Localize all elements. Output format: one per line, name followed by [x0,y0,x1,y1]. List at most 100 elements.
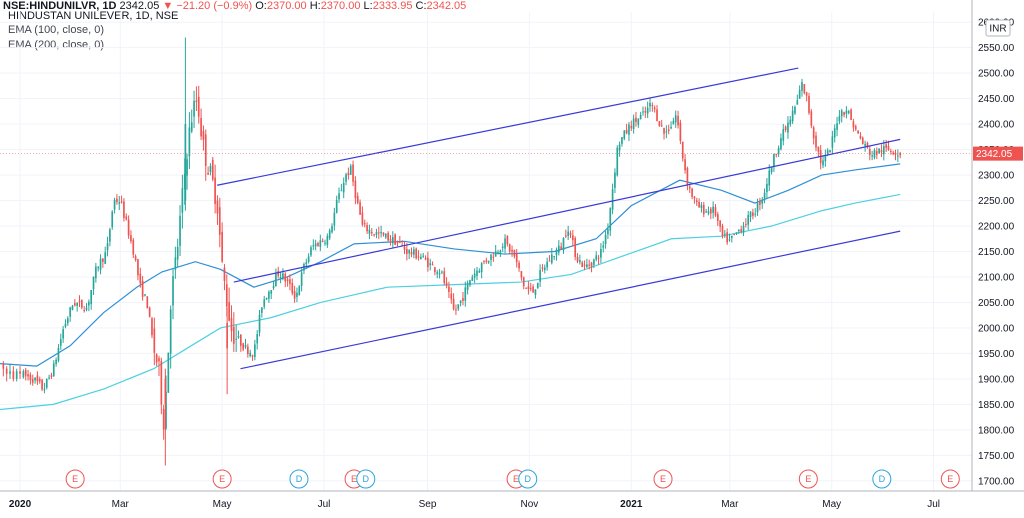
candle-body [155,354,158,363]
earnings-event-marker: E [653,469,673,489]
candle [188,112,191,169]
candle-body [226,322,228,349]
earnings-event-marker: E [212,469,232,489]
candle-body [656,109,658,121]
x-tick-label: 2021 [620,499,643,510]
candle [293,285,296,303]
candle [829,149,831,153]
candle [216,195,219,225]
candle [102,258,104,268]
candle-body [635,117,637,123]
candle-body [572,235,574,241]
event-circle [798,469,818,489]
candle [24,367,27,381]
candle-body [111,211,114,228]
candle-body [137,259,139,276]
candle-body [576,256,579,262]
candle [436,269,439,279]
event-label: E [947,474,953,484]
candle [391,231,394,249]
candle [616,145,619,177]
candle-body [861,137,864,144]
candle [700,202,703,213]
candle-body [158,358,160,362]
candle-body [459,300,462,303]
ema100-layer [0,163,901,367]
candle [639,111,642,120]
candle-body [88,301,90,306]
candle-body [836,123,838,130]
candle [653,105,656,113]
candle [499,249,502,258]
candle [398,236,401,243]
candle-body [244,344,247,348]
candle-body [490,254,492,261]
candle [29,372,32,385]
candle-body [763,192,766,200]
candle-body [847,111,850,114]
candle-body [557,245,560,253]
candle [892,150,895,156]
candle [310,245,312,257]
candle-body [202,130,205,140]
candle [109,227,111,247]
candle [787,116,789,139]
candle [847,109,850,115]
candle [716,211,719,226]
candle [730,235,733,243]
candle [211,156,214,182]
candle [422,252,425,258]
candle-body [700,204,703,208]
candle-body [162,409,165,430]
candle-body [462,298,464,302]
candle-body [504,238,506,249]
candle-body [513,249,516,257]
candle-body [237,336,240,338]
candle [546,257,548,271]
candle [754,208,757,218]
candle-body [658,121,661,126]
candle [5,366,8,382]
candle [335,195,338,214]
candle [284,272,287,288]
y-tick-label: 1800.00 [978,425,1015,436]
indicator-ema100[interactable]: EMA (100, close, 0) [8,24,104,36]
candle-body [164,378,167,405]
trend-channel-line [240,230,901,370]
candle-body [434,267,436,272]
candle [164,368,167,466]
candle [532,284,534,293]
candle-body [375,232,378,235]
candle [759,197,761,211]
candle-body [887,146,890,150]
candle-body [747,215,750,225]
candle [286,276,289,287]
candle-body [328,230,331,239]
candle-body [254,344,256,357]
candle [794,105,796,115]
candle-body [469,280,471,286]
x-tick-label: Jul [318,499,331,510]
candle-body [153,328,156,353]
symbol-label[interactable]: NSE:HINDUNILVR, 1D [3,0,117,12]
candle [298,285,301,296]
candle [148,306,151,318]
candle-body [92,276,95,290]
candle [27,369,29,381]
candle [761,197,764,209]
candle [146,295,149,309]
candle-body [34,377,36,381]
candle-body [181,188,184,213]
candle-body [789,119,792,125]
candle-body [740,229,743,232]
candle-body [12,371,15,379]
candle-body [438,273,441,275]
low-label: L: [363,0,373,12]
candle [850,108,852,121]
candle [770,166,773,175]
candle [9,363,11,379]
candle-body [448,286,450,293]
candle-body [405,249,408,255]
change-value: −21.20 (−0.9%) [176,0,253,12]
